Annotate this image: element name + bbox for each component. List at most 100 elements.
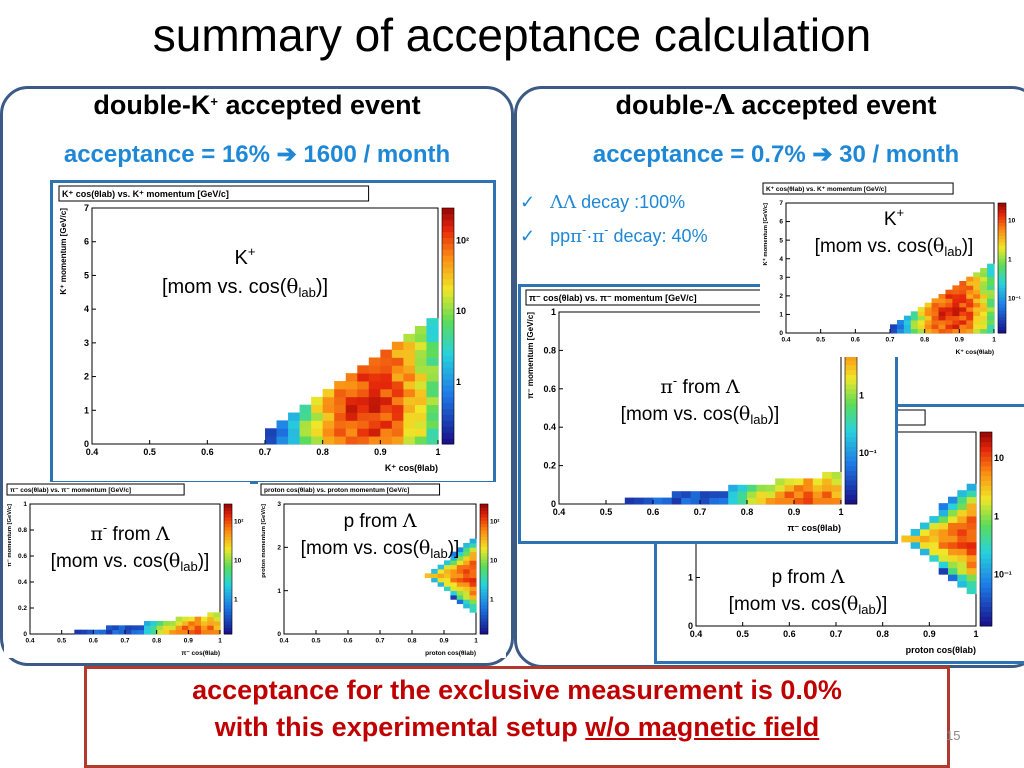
heatmap-cell xyxy=(334,404,347,413)
colorbar-segment xyxy=(480,569,488,573)
heatmap-cell xyxy=(426,318,439,327)
heatmap-cell xyxy=(403,341,416,350)
heatmap-cell xyxy=(987,268,995,273)
y-tick-label: 7 xyxy=(779,200,783,207)
heatmap-cell xyxy=(403,357,416,366)
heatmap-cell xyxy=(368,381,381,390)
right-arrow-icon: ➔ xyxy=(276,141,297,168)
heatmap-cell xyxy=(952,294,960,299)
x-tick-label: 0.6 xyxy=(201,447,214,457)
p-left-plot: proton cos(θlab) vs. proton momentum [Ge… xyxy=(258,482,506,658)
colorbar-segment xyxy=(845,436,857,443)
y-tick-label: 0.2 xyxy=(18,605,27,612)
heatmap-cell xyxy=(334,388,347,398)
plot-title-box xyxy=(762,182,954,195)
y-tick-label: 6 xyxy=(84,237,89,247)
heatmap-cell xyxy=(463,547,470,553)
heatmap-cell xyxy=(456,582,464,587)
colorbar-segment xyxy=(845,369,857,375)
heatmap-cell xyxy=(681,491,691,498)
heatmap-cell xyxy=(718,491,729,498)
colorbar-segment xyxy=(442,390,454,398)
heatmap-cell xyxy=(426,381,439,390)
heatmap-cell xyxy=(469,608,477,613)
heatmap-cell xyxy=(311,436,324,445)
colorbar-segment xyxy=(845,441,857,447)
heatmap-cell xyxy=(831,491,842,498)
heatmap-cell xyxy=(966,276,974,282)
heatmap-cell xyxy=(987,307,995,312)
heatmap-cell xyxy=(194,625,202,631)
heatmap-cell xyxy=(966,548,977,556)
heatmap-cell xyxy=(380,420,393,429)
heatmap-cell xyxy=(175,621,183,626)
kplus-plot: K⁺ cos(θlab) vs. K⁺ momentum [GeV/c]0.4 0… xyxy=(56,184,486,474)
colorbar-segment xyxy=(998,203,1006,207)
heatmap-cell xyxy=(456,590,464,596)
heatmap-cell xyxy=(987,289,995,295)
colorbar-segment xyxy=(998,307,1006,311)
right-panel-acceptance: acceptance = 0.7% ➔ 30 / month xyxy=(592,141,960,168)
heatmap-cell xyxy=(357,365,370,374)
heatmap-cell xyxy=(966,328,974,334)
colorbar-segment xyxy=(480,604,488,609)
colorbar-segment xyxy=(980,436,992,443)
heatmap-cell xyxy=(194,629,202,635)
colorbar-segment xyxy=(845,403,857,409)
colorbar-segment xyxy=(980,611,992,617)
heatmap-cell xyxy=(681,497,691,505)
heatmap-cell xyxy=(945,320,953,325)
heatmap-cell xyxy=(426,412,439,421)
heatmap-cell xyxy=(207,629,215,635)
colorbar-segment xyxy=(480,510,488,515)
heatmap-cell xyxy=(345,428,358,437)
heatmap-cell xyxy=(463,564,470,570)
heatmap-cell xyxy=(831,472,842,479)
heatmap-cell xyxy=(444,564,451,570)
heatmap-cell xyxy=(437,573,445,579)
colorbar-segment xyxy=(998,251,1006,256)
colorbar-segment xyxy=(442,278,454,286)
heatmap-cell xyxy=(917,307,926,312)
y-tick-label: 0 xyxy=(84,439,89,449)
heatmap-cell xyxy=(966,516,977,523)
x-tick-label: 0.8 xyxy=(741,507,754,517)
y-tick-label: 7 xyxy=(84,203,89,213)
colorbar-segment xyxy=(980,485,992,491)
colorbar-segment xyxy=(480,520,488,524)
plot-group: K⁺ cos(θlab) vs. K⁺ momentum [GeV/c]0.4 0… xyxy=(58,185,469,473)
colorbar-segment xyxy=(442,373,454,380)
heatmap-cell xyxy=(987,276,995,282)
heatmap-cell xyxy=(728,484,738,492)
colorbar-segment xyxy=(224,559,232,563)
heatmap-cell xyxy=(288,420,300,429)
x-tick-label: 0.4 xyxy=(25,638,34,645)
heatmap-cell xyxy=(959,324,967,330)
y-tick-label: 5 xyxy=(84,270,89,280)
heatmap-cell xyxy=(345,396,358,406)
colorbar-tick-label: 10² xyxy=(490,519,500,526)
colorbar-segment xyxy=(980,432,992,438)
heatmap-cell xyxy=(175,616,183,622)
heatmap-cell xyxy=(803,484,814,492)
heatmap-cell xyxy=(456,564,464,570)
heatmap-cell xyxy=(322,420,335,429)
plot-group: π⁻ cos(θlab) vs. π⁻ momentum [GeV/c]0.4 0… xyxy=(525,289,877,533)
heatmap-cell xyxy=(463,595,470,600)
colorbar-segment xyxy=(442,225,454,233)
colorbar-segment xyxy=(480,572,488,576)
colorbar-segment xyxy=(980,616,992,622)
heatmap-cell xyxy=(718,497,729,505)
colorbar-segment xyxy=(998,238,1006,243)
x-tick-label: 0.5 xyxy=(816,337,825,344)
heatmap-cell xyxy=(437,577,445,583)
heatmap-cell xyxy=(966,580,977,588)
colorbar-tick-label: 1 xyxy=(994,511,999,521)
heatmap-cell xyxy=(756,484,767,492)
heatmap-cell xyxy=(213,616,221,622)
heatmap-cell xyxy=(966,307,974,312)
heatmap-cell xyxy=(987,302,995,308)
heatmap-cell xyxy=(973,320,981,325)
heatmap-cell xyxy=(957,561,968,569)
heatmap-cell xyxy=(822,472,832,479)
